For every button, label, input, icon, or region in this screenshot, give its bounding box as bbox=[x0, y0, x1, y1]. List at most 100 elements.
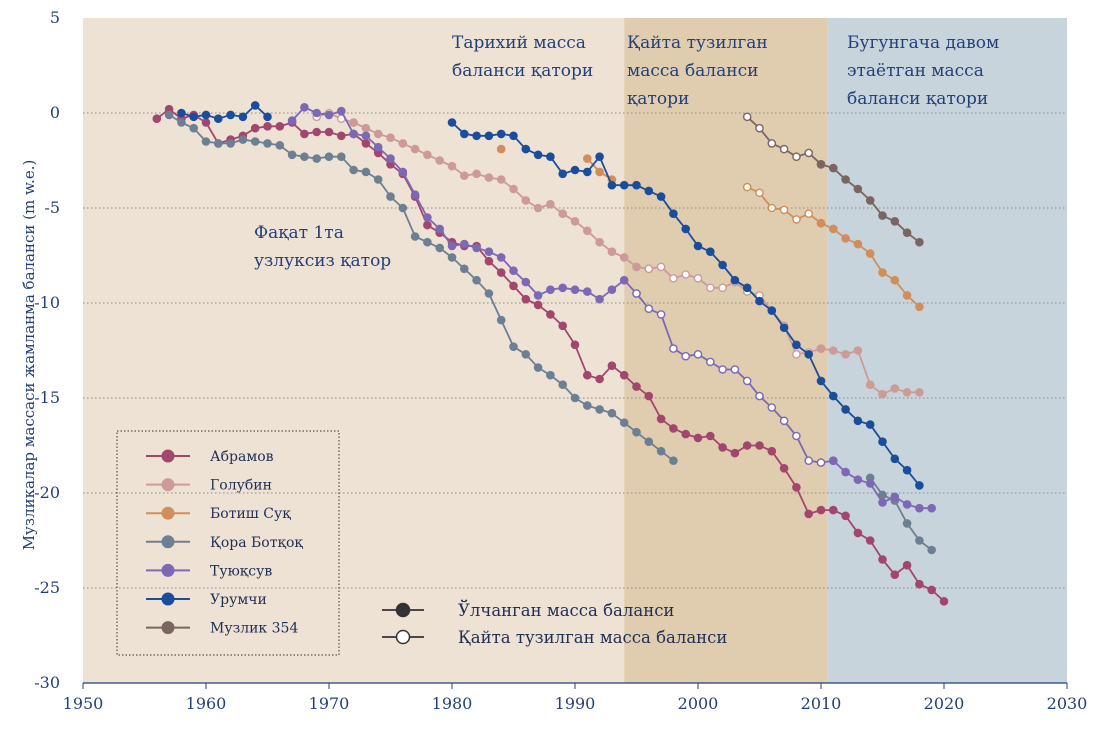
x-tick-label: 2010 bbox=[801, 694, 842, 713]
data-point bbox=[915, 503, 924, 513]
data-point bbox=[558, 380, 568, 390]
data-point bbox=[681, 351, 691, 361]
data-point bbox=[472, 275, 481, 285]
data-point bbox=[496, 144, 506, 154]
data-point bbox=[398, 167, 408, 177]
data-point bbox=[336, 152, 346, 161]
series-layer bbox=[152, 101, 949, 606]
data-point bbox=[410, 190, 420, 199]
data-point bbox=[595, 152, 604, 161]
data-point bbox=[423, 213, 432, 222]
data-point bbox=[767, 139, 777, 148]
data-point bbox=[742, 112, 752, 122]
data-point bbox=[533, 300, 543, 310]
y-axis-label: Музликалар массаси жамланма баланси (m w… bbox=[20, 160, 38, 551]
data-point bbox=[693, 273, 703, 283]
data-point bbox=[201, 137, 211, 146]
data-point bbox=[177, 118, 186, 127]
data-point bbox=[250, 101, 260, 110]
series-Музлик 354 bbox=[742, 112, 924, 247]
data-point bbox=[373, 175, 383, 184]
data-point bbox=[927, 545, 937, 555]
data-point bbox=[841, 511, 850, 521]
data-point bbox=[546, 285, 555, 295]
legend-swatch-dot bbox=[161, 506, 175, 520]
data-point bbox=[755, 296, 764, 306]
data-point bbox=[263, 112, 272, 122]
data-point bbox=[484, 289, 494, 298]
data-point bbox=[373, 129, 383, 139]
band-label: қатори bbox=[627, 89, 689, 109]
data-point bbox=[324, 127, 334, 137]
data-point bbox=[459, 239, 469, 249]
data-point bbox=[201, 110, 211, 120]
data-point bbox=[865, 380, 875, 390]
data-point bbox=[152, 114, 162, 123]
data-point bbox=[632, 262, 641, 272]
y-tick-label: -30 bbox=[34, 673, 60, 692]
data-point bbox=[533, 203, 543, 213]
data-point bbox=[349, 129, 358, 139]
legend-label: Абрамов bbox=[210, 449, 274, 465]
data-point bbox=[693, 349, 703, 359]
data-point bbox=[496, 175, 506, 184]
data-point bbox=[496, 268, 506, 277]
data-point bbox=[669, 344, 678, 353]
data-point bbox=[853, 416, 863, 426]
data-point bbox=[250, 123, 260, 133]
y-tick-label: -5 bbox=[44, 198, 60, 217]
data-point bbox=[300, 129, 309, 139]
data-point bbox=[533, 363, 543, 372]
legend-swatch-dot bbox=[161, 535, 175, 549]
background-band bbox=[827, 18, 1067, 683]
data-point bbox=[779, 323, 789, 333]
data-point bbox=[558, 321, 568, 331]
data-point bbox=[767, 446, 777, 456]
data-point bbox=[927, 503, 937, 513]
data-point bbox=[546, 370, 555, 380]
data-point bbox=[546, 310, 555, 319]
data-point bbox=[189, 123, 198, 133]
legend: Абрамов Голубин Ботиш Суқ Қора Ботқоқ Туюқсу… bbox=[116, 430, 340, 656]
y-tick-label: -25 bbox=[34, 578, 60, 597]
data-point bbox=[853, 239, 863, 249]
data-point bbox=[915, 387, 924, 397]
data-point bbox=[263, 139, 272, 148]
data-point bbox=[570, 393, 580, 403]
data-point bbox=[878, 555, 887, 564]
data-point bbox=[300, 103, 309, 112]
data-point bbox=[644, 186, 654, 196]
data-point bbox=[816, 505, 826, 515]
data-point bbox=[496, 253, 506, 262]
data-point bbox=[583, 370, 592, 380]
data-point bbox=[250, 137, 260, 146]
data-point bbox=[632, 289, 641, 298]
data-point bbox=[509, 184, 518, 194]
data-point bbox=[693, 433, 703, 443]
data-point bbox=[939, 597, 949, 606]
data-point bbox=[767, 306, 777, 315]
series-Абрамов bbox=[152, 104, 949, 606]
y-tick-label: -15 bbox=[34, 388, 60, 407]
data-point bbox=[373, 142, 383, 152]
data-point bbox=[509, 281, 518, 291]
data-point bbox=[804, 456, 814, 466]
data-point bbox=[890, 454, 900, 464]
data-point bbox=[829, 224, 838, 234]
y-tick-label: 5 bbox=[50, 8, 60, 27]
band-label: масса баланси bbox=[627, 61, 758, 81]
background-band bbox=[83, 18, 625, 683]
legend-swatch-dot bbox=[161, 478, 175, 492]
band-labels: Тарихий масса баланси қатори Қайта тузилга… bbox=[452, 33, 999, 109]
legend-swatch-dot bbox=[161, 563, 175, 577]
marker-legend-label: Қайта тузилган масса баланси bbox=[458, 628, 727, 647]
data-point bbox=[902, 519, 912, 528]
data-point bbox=[742, 376, 752, 386]
data-point bbox=[558, 169, 568, 179]
data-point bbox=[386, 154, 395, 163]
data-point bbox=[902, 228, 912, 237]
data-point bbox=[423, 220, 432, 230]
data-point bbox=[521, 144, 531, 154]
data-point bbox=[767, 203, 777, 213]
data-point bbox=[829, 163, 838, 173]
